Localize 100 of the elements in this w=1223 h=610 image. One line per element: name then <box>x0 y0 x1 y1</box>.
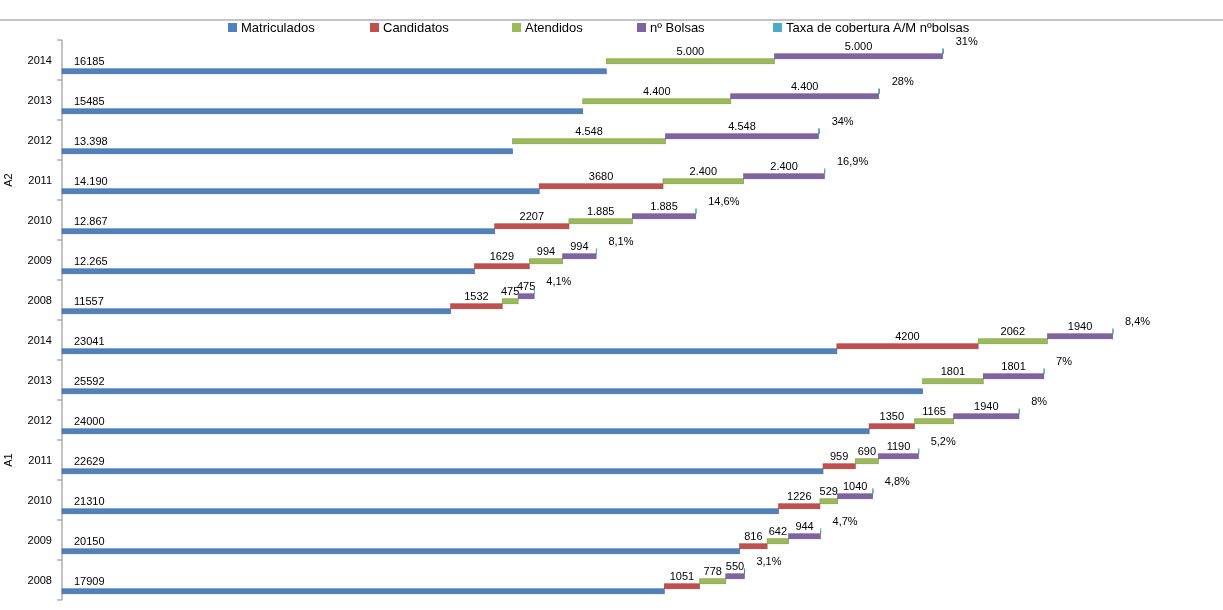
bar <box>739 543 768 550</box>
data-label: 25592 <box>74 374 105 387</box>
data-label: 959 <box>829 449 849 462</box>
bar <box>61 588 665 595</box>
data-label: 4200 <box>895 329 920 342</box>
y-tick-label: 2008 <box>27 294 52 306</box>
data-label: 12.867 <box>74 214 108 227</box>
data-label: 1040 <box>842 479 868 492</box>
bar <box>730 93 880 100</box>
y-tick-label: 2012 <box>27 414 52 426</box>
bar <box>836 343 979 350</box>
data-label: 1532 <box>464 289 489 302</box>
text: A2 <box>2 173 14 187</box>
data-label: 550 <box>725 559 745 572</box>
bar <box>914 418 955 425</box>
data-label: 16185 <box>74 54 105 67</box>
bar <box>665 133 819 140</box>
y-tick-label: 2009 <box>27 254 52 266</box>
data-label: 24000 <box>74 414 105 427</box>
bar <box>61 468 824 475</box>
legend-label: nº Bolsas <box>650 20 706 35</box>
data-label: 2207 <box>519 209 545 222</box>
bar <box>663 583 700 590</box>
y-tick-label: 2014 <box>27 54 52 66</box>
data-label: 31% <box>955 34 978 47</box>
data-label: 34% <box>831 114 854 127</box>
data-label: 8,4% <box>1125 314 1151 327</box>
data-label: 642 <box>768 524 788 537</box>
bar <box>868 423 915 430</box>
y-tick-label: 2011 <box>28 174 52 186</box>
data-label: 15485 <box>74 94 105 107</box>
data-label: 3680 <box>588 169 614 182</box>
y-tick-label: 2009 <box>27 534 52 546</box>
bar <box>61 508 779 515</box>
legend-label: Candidatos <box>383 20 450 35</box>
data-label: 1190 <box>886 439 911 452</box>
data-label: 14.190 <box>74 174 108 187</box>
data-label: 12.265 <box>74 254 108 267</box>
bar <box>922 378 984 385</box>
data-label: 13.398 <box>74 134 108 147</box>
data-label: 11557 <box>74 294 104 307</box>
data-label: 7% <box>1056 354 1073 367</box>
data-label: 14,6% <box>708 194 740 207</box>
bar <box>662 178 744 185</box>
data-label: 4,1% <box>546 274 572 287</box>
bar <box>822 463 856 470</box>
data-label: 4.548 <box>728 119 756 132</box>
data-label: 690 <box>857 444 877 457</box>
y-tick-label: 2010 <box>27 214 52 226</box>
data-label: 23041 <box>74 334 105 347</box>
bar <box>854 458 879 465</box>
data-label: 3,1% <box>756 554 782 567</box>
bar <box>699 578 727 585</box>
bar <box>61 308 451 315</box>
legend-label: Matriculados <box>241 20 316 35</box>
bar <box>61 108 584 115</box>
bar <box>788 533 821 540</box>
data-label: 529 <box>819 484 838 497</box>
data-label: 2.400 <box>770 159 798 172</box>
data-label: 1629 <box>489 249 515 262</box>
data-label: 1.885 <box>586 204 615 217</box>
bar <box>61 348 838 355</box>
bar <box>819 498 838 505</box>
data-label: 1940 <box>1067 319 1093 332</box>
bar <box>1047 333 1114 340</box>
bar <box>61 188 540 195</box>
data-label: 21310 <box>74 494 105 507</box>
bar <box>774 53 943 60</box>
bar <box>501 298 519 305</box>
bar <box>61 148 513 155</box>
data-label: 22629 <box>74 454 105 467</box>
legend-label: Atendidos <box>525 20 584 35</box>
y-tick-label: 2010 <box>27 494 52 506</box>
y-tick-label: 2014 <box>27 334 52 346</box>
data-label: 2062 <box>1000 324 1026 337</box>
y-tick-label: 2012 <box>27 134 52 146</box>
bar <box>582 98 732 105</box>
data-label: 20150 <box>74 534 105 547</box>
data-label: 4,8% <box>884 474 911 487</box>
bar <box>61 268 475 275</box>
bar <box>837 493 873 500</box>
data-label: 2.400 <box>689 164 718 177</box>
bar <box>766 538 789 545</box>
data-label: 1940 <box>974 399 999 412</box>
bar <box>632 213 697 220</box>
data-label: 4.400 <box>790 79 819 92</box>
bar <box>61 428 870 435</box>
bar <box>61 68 607 75</box>
data-label: 5.000 <box>844 39 873 52</box>
bar <box>61 388 923 395</box>
bar <box>606 58 775 65</box>
data-label: 994 <box>570 239 589 252</box>
bar <box>450 303 503 310</box>
bar <box>982 373 1045 380</box>
data-label: 1165 <box>922 404 946 417</box>
data-label: 5.000 <box>676 44 705 57</box>
bar <box>512 138 666 145</box>
bar <box>61 548 740 555</box>
data-label: 5,2% <box>930 434 956 447</box>
data-label: 4,7% <box>832 514 858 527</box>
